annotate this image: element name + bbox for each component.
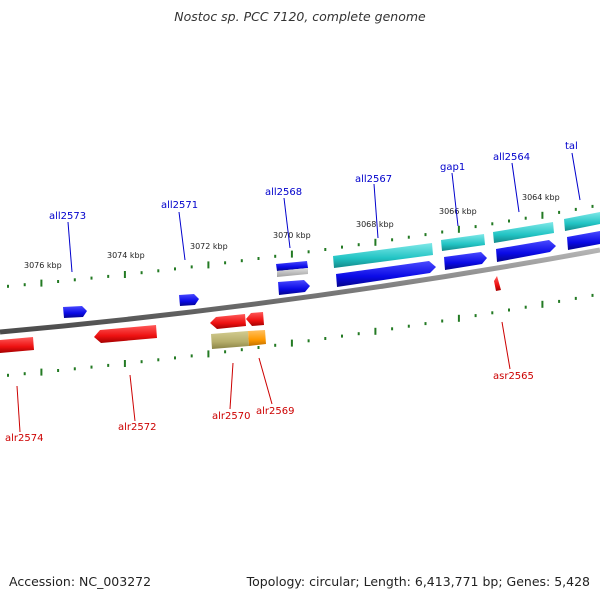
gene-all2568[interactable]: [278, 280, 310, 295]
reverse-leaders: [16, 321, 511, 433]
gene-all2573[interactable]: [63, 306, 87, 318]
gene-all2564-cds[interactable]: [496, 240, 556, 262]
scale-label: 3068 kbp: [356, 220, 394, 229]
gene-label[interactable]: asr2565: [493, 371, 534, 382]
gene-all2568-rna[interactable]: [276, 261, 308, 271]
gene-label[interactable]: tal: [565, 141, 578, 152]
scale-label: 3074 kbp: [107, 251, 145, 260]
gene-label[interactable]: all2568: [265, 187, 302, 198]
gene-label[interactable]: alr2572: [118, 422, 156, 433]
gene-gap1[interactable]: [441, 234, 485, 251]
gene-tal-cds[interactable]: [567, 231, 600, 250]
gene-label[interactable]: alr2569: [256, 406, 294, 417]
forward-leaders: [67, 152, 581, 273]
gene-all2567-cds[interactable]: [336, 261, 436, 287]
scale-label: 3076 kbp: [24, 261, 62, 270]
accession-label: Accession: NC_003272: [9, 574, 152, 589]
gene-tal[interactable]: [564, 212, 600, 231]
gene-label[interactable]: gap1: [440, 162, 465, 173]
gene-alr2569-feature[interactable]: [248, 330, 266, 346]
gene-all2564[interactable]: [493, 222, 554, 243]
scale-label: 3064 kbp: [522, 193, 560, 202]
gene-alr2570[interactable]: [210, 314, 246, 329]
gene-all2568-feature[interactable]: [277, 268, 308, 277]
gene-alr2569[interactable]: [246, 312, 264, 326]
genome-backbone: [0, 247, 600, 335]
genome-title: Nostoc sp. PCC 7120, complete genome: [174, 9, 426, 24]
gene-alr2574[interactable]: [0, 337, 34, 353]
gene-label[interactable]: all2571: [161, 200, 198, 211]
gene-alr2572[interactable]: [94, 325, 157, 343]
scale-label: 3070 kbp: [273, 231, 311, 240]
gene-gap1-cds[interactable]: [444, 252, 487, 270]
gene-asr2565[interactable]: [494, 276, 501, 291]
gene-alr2570-feature[interactable]: [211, 331, 249, 349]
gene-label[interactable]: all2573: [49, 211, 86, 222]
scale-label: 3066 kbp: [439, 207, 477, 216]
forward-tick-row: [7, 204, 594, 288]
gene-label[interactable]: all2567: [355, 174, 392, 185]
gene-label[interactable]: alr2570: [212, 411, 250, 422]
topology-label: Topology: circular; Length: 6,413,771 bp…: [246, 574, 590, 589]
scale-label: 3072 kbp: [190, 242, 228, 251]
gene-label[interactable]: all2564: [493, 152, 530, 163]
gene-all2567[interactable]: [333, 243, 433, 268]
gene-label[interactable]: alr2574: [5, 433, 43, 444]
gene-all2571[interactable]: [179, 294, 199, 306]
reverse-tick-row: [7, 293, 594, 377]
